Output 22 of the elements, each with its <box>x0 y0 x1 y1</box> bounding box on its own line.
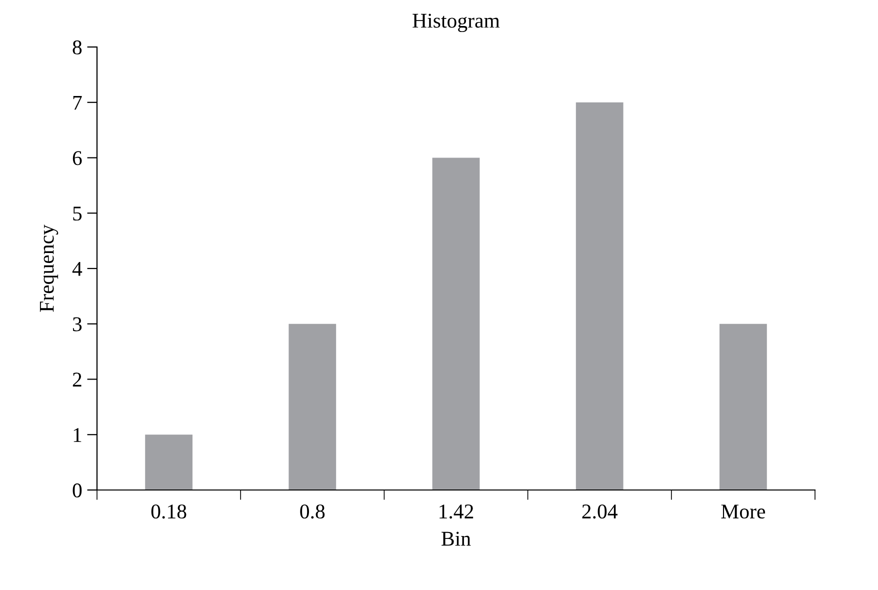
bar <box>145 434 192 490</box>
y-axis-title: Frequency <box>40 224 58 312</box>
y-tick-label: 4 <box>72 262 82 276</box>
x-axis-title: Bin <box>442 532 471 546</box>
bar <box>720 324 767 490</box>
y-tick-label: 6 <box>72 151 82 166</box>
y-tick-label: 8 <box>72 40 82 54</box>
bar <box>432 158 480 490</box>
y-tick-label: 0 <box>72 483 82 498</box>
y-tick-label: 2 <box>72 372 82 386</box>
x-tick-label: 2.04 <box>582 504 618 519</box>
y-tick-label: 3 <box>72 317 82 332</box>
x-tick-label: More <box>721 504 766 519</box>
bar <box>288 324 336 490</box>
y-tick-label: 1 <box>74 428 82 442</box>
x-tick-label: 0.8 <box>300 504 325 519</box>
bar <box>576 102 624 490</box>
y-tick-label: 7 <box>73 96 82 110</box>
x-tick-label: 1.42 <box>440 504 474 519</box>
chart-title: Histogram <box>412 14 500 32</box>
x-tick-label: 0.18 <box>151 504 186 519</box>
y-tick-label: 5 <box>73 206 82 221</box>
